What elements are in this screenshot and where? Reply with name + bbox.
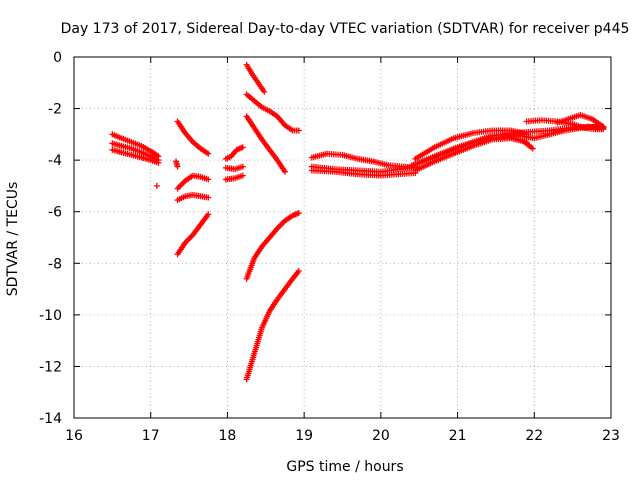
axis-ticks — [73, 56, 612, 419]
chart-title: Day 173 of 2017, Sidereal Day-to-day VTE… — [61, 21, 630, 37]
y-tick-label: -8 — [48, 256, 62, 272]
data-point — [205, 176, 212, 183]
x-tick-labels: 16 17 18 19 20 21 22 23 — [65, 428, 620, 444]
x-axis-label: GPS time / hours — [286, 459, 403, 475]
x-tick-label: 23 — [602, 428, 620, 444]
data-point — [600, 123, 607, 130]
data-point — [155, 159, 162, 166]
data-point — [239, 144, 246, 151]
y-axis-label: SDTVAR / TECUs — [5, 182, 21, 297]
data-marks — [109, 61, 607, 383]
data-point — [295, 268, 302, 275]
y-tick-labels: 0 -2 -4 -6 -8 -10 -12 -14 — [39, 50, 62, 427]
x-tick-label: 16 — [65, 428, 83, 444]
y-tick-label: -12 — [39, 359, 62, 375]
data-point — [281, 168, 288, 175]
data-point — [295, 127, 302, 134]
data-point — [205, 150, 212, 157]
y-tick-label: 0 — [53, 50, 62, 66]
data-point — [295, 210, 302, 217]
grid — [74, 57, 611, 418]
y-tick-label: -2 — [48, 102, 62, 118]
y-tick-label: -10 — [39, 308, 62, 324]
x-tick-label: 18 — [219, 428, 237, 444]
x-tick-label: 22 — [525, 428, 543, 444]
data-point — [239, 163, 246, 170]
y-tick-label: -6 — [48, 205, 62, 221]
data-point — [261, 88, 268, 95]
data-point — [205, 211, 212, 218]
x-tick-label: 17 — [142, 428, 160, 444]
data-point — [239, 172, 246, 179]
x-tick-label: 21 — [449, 428, 467, 444]
data-point — [529, 145, 536, 152]
data-point — [174, 163, 181, 170]
data-point — [205, 194, 212, 201]
x-tick-label: 19 — [295, 428, 313, 444]
y-tick-label: -4 — [48, 153, 62, 169]
plot-frame — [73, 56, 612, 419]
x-tick-label: 20 — [372, 428, 390, 444]
y-tick-label: -14 — [39, 411, 62, 427]
data-point — [153, 182, 160, 189]
